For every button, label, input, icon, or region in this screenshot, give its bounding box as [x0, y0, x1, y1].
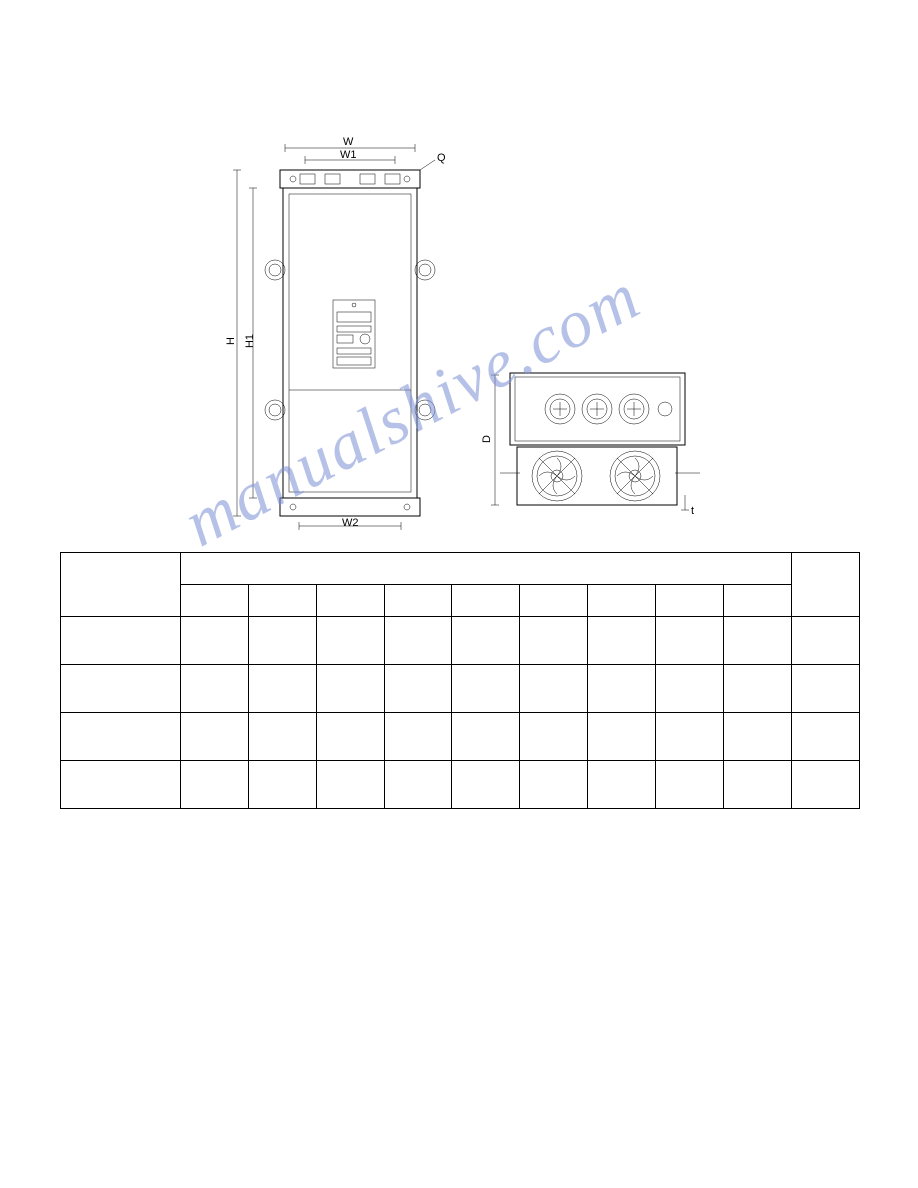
table-header-row-1 [61, 553, 860, 585]
dim-label-d: D [481, 435, 493, 443]
technical-diagram: W W1 Q H H1 W2 [225, 140, 700, 540]
table-cell [180, 761, 248, 809]
table-cell [452, 761, 520, 809]
dim-header [656, 585, 724, 617]
table-cell [384, 761, 452, 809]
dim-header [588, 585, 656, 617]
table-cell [384, 713, 452, 761]
table-cell [588, 617, 656, 665]
table-cell [792, 665, 860, 713]
table-cell [792, 761, 860, 809]
table-row [61, 617, 860, 665]
dim-label-q: Q [437, 152, 446, 164]
table-cell [656, 713, 724, 761]
dim-label-h: H [225, 337, 237, 345]
table-cell [61, 761, 181, 809]
table-cell [520, 617, 588, 665]
table-cell [656, 665, 724, 713]
table-cell [248, 665, 316, 713]
table-cell [792, 713, 860, 761]
bottom-view-drawing [485, 365, 710, 525]
table-cell [588, 713, 656, 761]
table-cell [588, 761, 656, 809]
dim-header [316, 585, 384, 617]
table-cell [452, 617, 520, 665]
dim-label-w: W [343, 136, 353, 148]
table-cell [316, 761, 384, 809]
dim-label-t: t [691, 505, 694, 517]
table-cell [588, 665, 656, 713]
table-cell [520, 761, 588, 809]
dim-header [724, 585, 792, 617]
dim-label-w2: W2 [342, 517, 359, 529]
table-cell [724, 617, 792, 665]
table-cell [384, 665, 452, 713]
table-cell [180, 665, 248, 713]
table-cell [248, 617, 316, 665]
dim-label-w1: W1 [340, 149, 357, 161]
dim-header [520, 585, 588, 617]
table-cell [316, 665, 384, 713]
table-row [61, 665, 860, 713]
dimensions-table [60, 552, 860, 809]
table-cell [520, 665, 588, 713]
table-cell [724, 713, 792, 761]
table-cell [792, 617, 860, 665]
table-cell [656, 761, 724, 809]
dim-header [180, 585, 248, 617]
table-cell [61, 665, 181, 713]
dim-header [248, 585, 316, 617]
table-row [61, 761, 860, 809]
table-cell [61, 617, 181, 665]
table-cell [316, 713, 384, 761]
table-cell [248, 761, 316, 809]
weight-header-cell [792, 553, 860, 617]
table-cell [452, 713, 520, 761]
table-row [61, 713, 860, 761]
table-cell [724, 761, 792, 809]
dimensions-header-cell [180, 553, 791, 585]
table-cell [61, 713, 181, 761]
table-cell [248, 713, 316, 761]
table-cell [180, 713, 248, 761]
table-cell [452, 665, 520, 713]
table-cell [724, 665, 792, 713]
dim-header [452, 585, 520, 617]
dim-header [384, 585, 452, 617]
table-cell [384, 617, 452, 665]
table-header-row-2 [61, 585, 860, 617]
model-header-cell [61, 553, 181, 617]
dim-label-h1: H1 [244, 334, 256, 348]
table-cell [520, 713, 588, 761]
page-container: W W1 Q H H1 W2 [0, 0, 918, 1188]
table-cell [180, 617, 248, 665]
front-view-drawing [225, 140, 455, 530]
table-cell [656, 617, 724, 665]
table-cell [316, 617, 384, 665]
